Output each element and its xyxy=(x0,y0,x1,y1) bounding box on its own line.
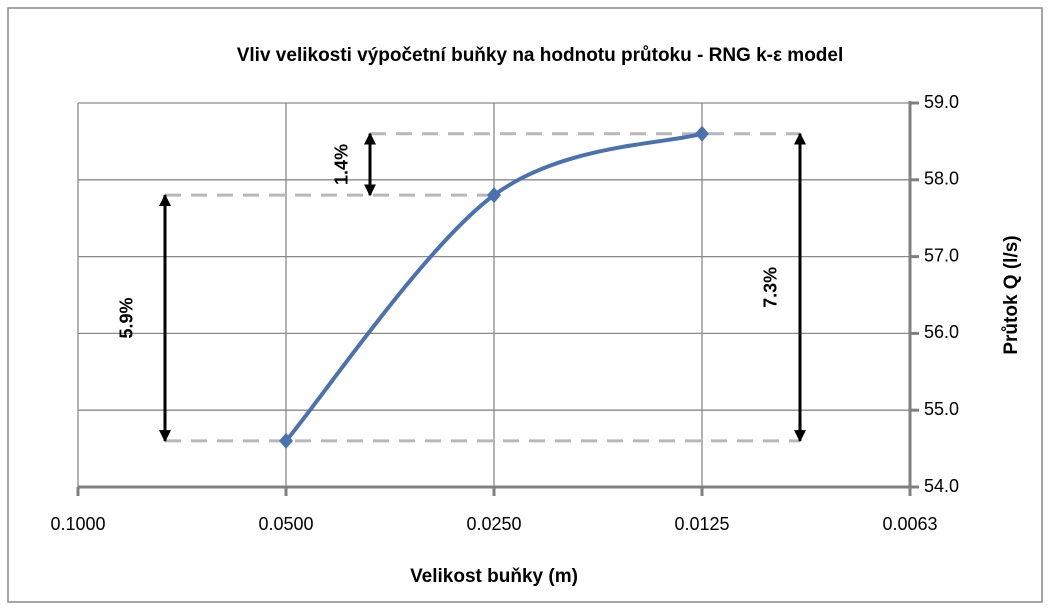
y-tick-label: 54.0 xyxy=(924,476,959,496)
x-tick-label: 0.0125 xyxy=(674,514,729,534)
x-tick-label: 0.1000 xyxy=(50,514,105,534)
chart-border xyxy=(7,7,1043,603)
y-axis-title: Průtok Q (l/s) xyxy=(1001,235,1022,354)
chart-title: Vliv velikosti výpočetní buňky na hodnot… xyxy=(237,45,844,66)
annotation-label: 5.9% xyxy=(117,298,137,339)
y-tick-label: 58.0 xyxy=(924,169,959,189)
y-tick-label: 55.0 xyxy=(924,399,959,419)
data-point xyxy=(695,125,709,142)
x-tick-label: 0.0250 xyxy=(466,514,521,534)
x-tick-label: 0.0500 xyxy=(258,514,313,534)
data-point xyxy=(279,432,293,449)
y-tick-label: 56.0 xyxy=(924,322,959,342)
y-tick-label: 59.0 xyxy=(924,92,959,112)
annotation-label: 1.4% xyxy=(332,144,352,185)
x-tick-label: 0.0063 xyxy=(882,514,937,534)
x-axis-title: Velikost buňky (m) xyxy=(410,566,578,587)
annotation-label: 7.3% xyxy=(761,267,781,308)
data-line xyxy=(284,131,703,443)
y-tick-label: 57.0 xyxy=(924,245,959,265)
data-point xyxy=(487,187,501,204)
